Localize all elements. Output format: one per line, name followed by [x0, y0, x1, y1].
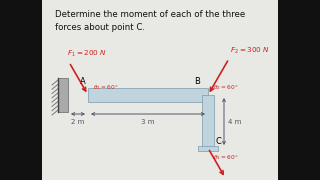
- Bar: [198, 146, 218, 151]
- Bar: [0, 0, 42, 180]
- Bar: [202, 95, 214, 148]
- Bar: [58, 78, 68, 112]
- Text: B: B: [194, 77, 200, 86]
- Text: $F_1 = 200$ N: $F_1 = 200$ N: [67, 49, 107, 59]
- Text: Determine the moment of each of the three: Determine the moment of each of the thre…: [55, 10, 245, 19]
- Text: $\theta_3 = 60°$: $\theta_3 = 60°$: [213, 153, 238, 162]
- Text: C: C: [216, 137, 222, 146]
- Text: $F_2 = 300$ N: $F_2 = 300$ N: [230, 45, 270, 56]
- Text: forces about point C.: forces about point C.: [55, 23, 145, 32]
- Text: 4 m: 4 m: [228, 118, 241, 125]
- Bar: [278, 0, 320, 180]
- Text: 2 m: 2 m: [71, 119, 85, 125]
- Text: A: A: [80, 77, 86, 86]
- Text: 3 m: 3 m: [141, 119, 155, 125]
- Text: $\theta_2 = 60°$: $\theta_2 = 60°$: [213, 83, 238, 92]
- Bar: [88, 88, 208, 102]
- Text: $\theta_1 = 60°$: $\theta_1 = 60°$: [93, 83, 118, 92]
